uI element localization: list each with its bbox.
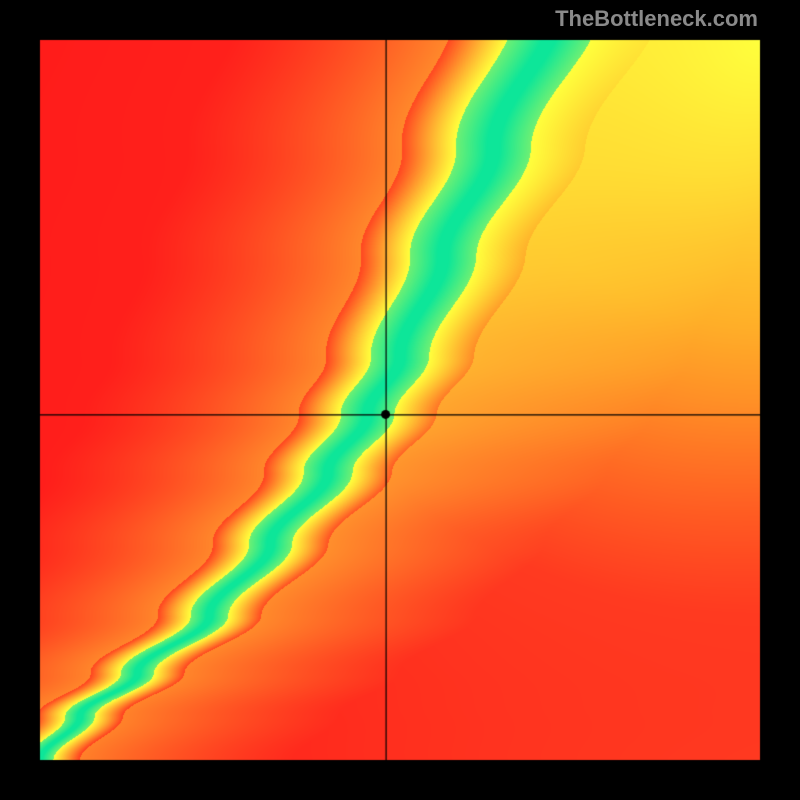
bottleneck-heatmap-canvas	[0, 0, 800, 800]
chart-root: TheBottleneck.com	[0, 0, 800, 800]
watermark-text: TheBottleneck.com	[555, 6, 758, 32]
